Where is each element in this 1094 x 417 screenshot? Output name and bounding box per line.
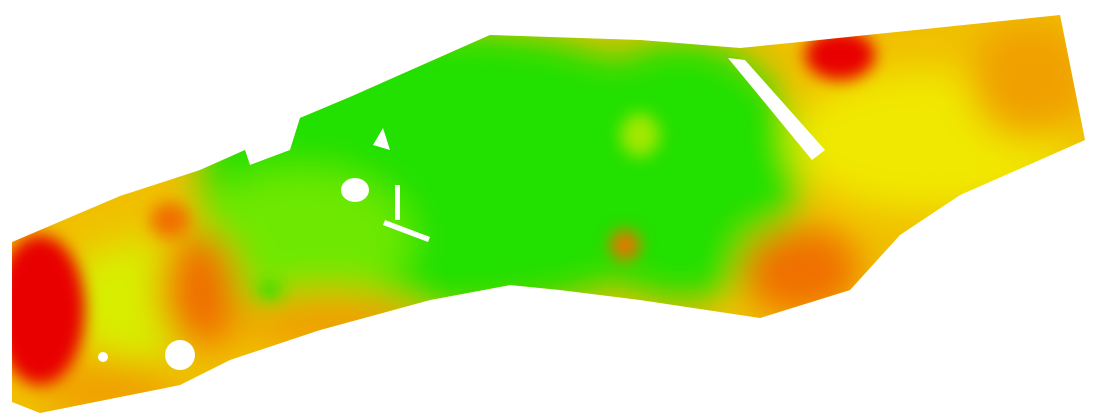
hole — [373, 128, 390, 150]
zone-green — [190, 170, 410, 310]
hole — [383, 220, 430, 242]
zone-orange — [150, 202, 190, 238]
zone-red — [805, 30, 875, 80]
yield-zones — [40, 20, 1085, 413]
zone-orange — [610, 230, 640, 260]
hole — [395, 185, 400, 220]
hole — [341, 178, 369, 202]
zone-orange — [970, 20, 1085, 140]
zone-orange — [160, 230, 240, 350]
hole — [165, 340, 195, 370]
zone-green — [258, 282, 282, 298]
zone-red — [12, 235, 85, 385]
zone-orange — [740, 225, 860, 315]
hot-spots — [12, 30, 875, 385]
zone-yellow-green — [620, 113, 660, 157]
zone-orange — [240, 290, 420, 350]
field-holes — [98, 58, 825, 370]
hole — [728, 58, 825, 160]
hole — [98, 352, 108, 362]
